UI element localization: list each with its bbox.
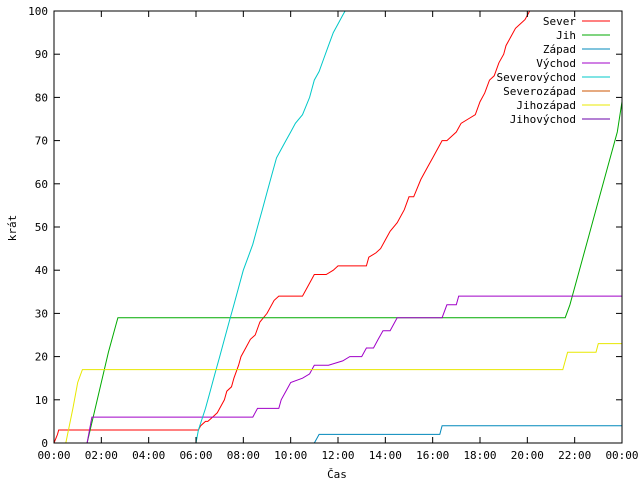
legend-label: Západ xyxy=(543,43,576,56)
legend-label: Jihovýchod xyxy=(510,113,576,126)
x-tick-label: 16:00 xyxy=(416,449,449,462)
x-tick-label: 00:00 xyxy=(605,449,638,462)
x-tick-label: 02:00 xyxy=(85,449,118,462)
y-tick-label: 10 xyxy=(35,394,48,407)
series-line-sever xyxy=(53,10,535,444)
x-tick-label: 06:00 xyxy=(179,449,212,462)
y-axis-label: krát xyxy=(6,215,19,242)
series-line-jihozápad xyxy=(54,343,622,444)
y-tick-label: 80 xyxy=(35,91,48,104)
y-tick-label: 90 xyxy=(35,48,48,61)
y-tick-label: 0 xyxy=(41,437,48,450)
legend-label: Východ xyxy=(536,57,576,70)
legend-label: Severozápad xyxy=(503,85,576,98)
y-tick-label: 60 xyxy=(35,178,48,191)
y-tick-label: 50 xyxy=(35,221,48,234)
legend-label: Sever xyxy=(543,15,576,28)
x-tick-label: 10:00 xyxy=(274,449,307,462)
y-tick-label: 100 xyxy=(28,5,48,18)
x-tick-label: 04:00 xyxy=(132,449,165,462)
y-tick-label: 40 xyxy=(35,264,48,277)
x-tick-label: 22:00 xyxy=(558,449,591,462)
x-tick-label: 20:00 xyxy=(511,449,544,462)
legend-label: Jihozápad xyxy=(516,99,576,112)
series-line-severovýchod xyxy=(54,10,346,444)
legend-label: Severovýchod xyxy=(497,71,576,84)
x-tick-label: 14:00 xyxy=(369,449,402,462)
x-tick-label: 12:00 xyxy=(321,449,354,462)
series-line-jih xyxy=(54,101,623,444)
y-tick-label: 70 xyxy=(35,135,48,148)
legend-label: Jih xyxy=(556,29,576,42)
series-line-východ xyxy=(54,295,622,444)
y-tick-label: 20 xyxy=(35,351,48,364)
x-tick-label: 00:00 xyxy=(37,449,70,462)
y-tick-label: 30 xyxy=(35,307,48,320)
x-tick-label: 18:00 xyxy=(463,449,496,462)
x-tick-label: 08:00 xyxy=(227,449,260,462)
x-axis-label: Čas xyxy=(327,468,347,480)
